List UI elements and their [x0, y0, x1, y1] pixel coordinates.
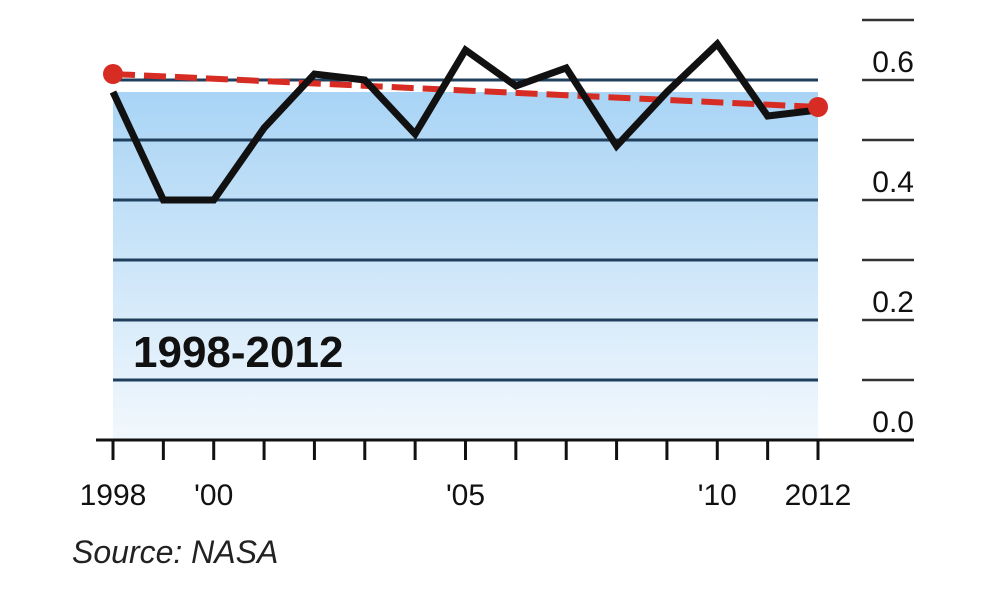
series-line	[109, 38, 819, 204]
y-axis-ticks	[862, 18, 914, 382]
trend-line	[112, 71, 819, 110]
x-tick-label: '05	[446, 479, 485, 512]
y-tick-label: 0.6	[872, 46, 914, 79]
x-tick-label: '00	[194, 479, 233, 512]
trend-start-dot	[103, 64, 123, 84]
period-label: 1998-2012	[133, 328, 343, 377]
trend-line-group	[112, 71, 819, 110]
source-label: Source: NASA	[72, 534, 278, 570]
series-line-group	[103, 38, 828, 204]
trend-end-dot	[808, 97, 828, 117]
y-tick-label: 0.0	[872, 406, 914, 439]
x-axis	[96, 438, 914, 460]
x-tick-label: 2012	[785, 479, 852, 512]
gridlines	[113, 78, 818, 382]
y-tick-label: 0.2	[872, 286, 914, 319]
y-tick-label: 0.4	[872, 166, 914, 199]
area-fill	[113, 92, 818, 440]
tick-labels: 0.0 0.2 0.4 0.6 1998 '00 '05 '10 2012	[80, 46, 914, 512]
area-fill-rect	[113, 92, 818, 440]
x-tick-label: '10	[698, 479, 737, 512]
x-tick-label: 1998	[80, 479, 147, 512]
